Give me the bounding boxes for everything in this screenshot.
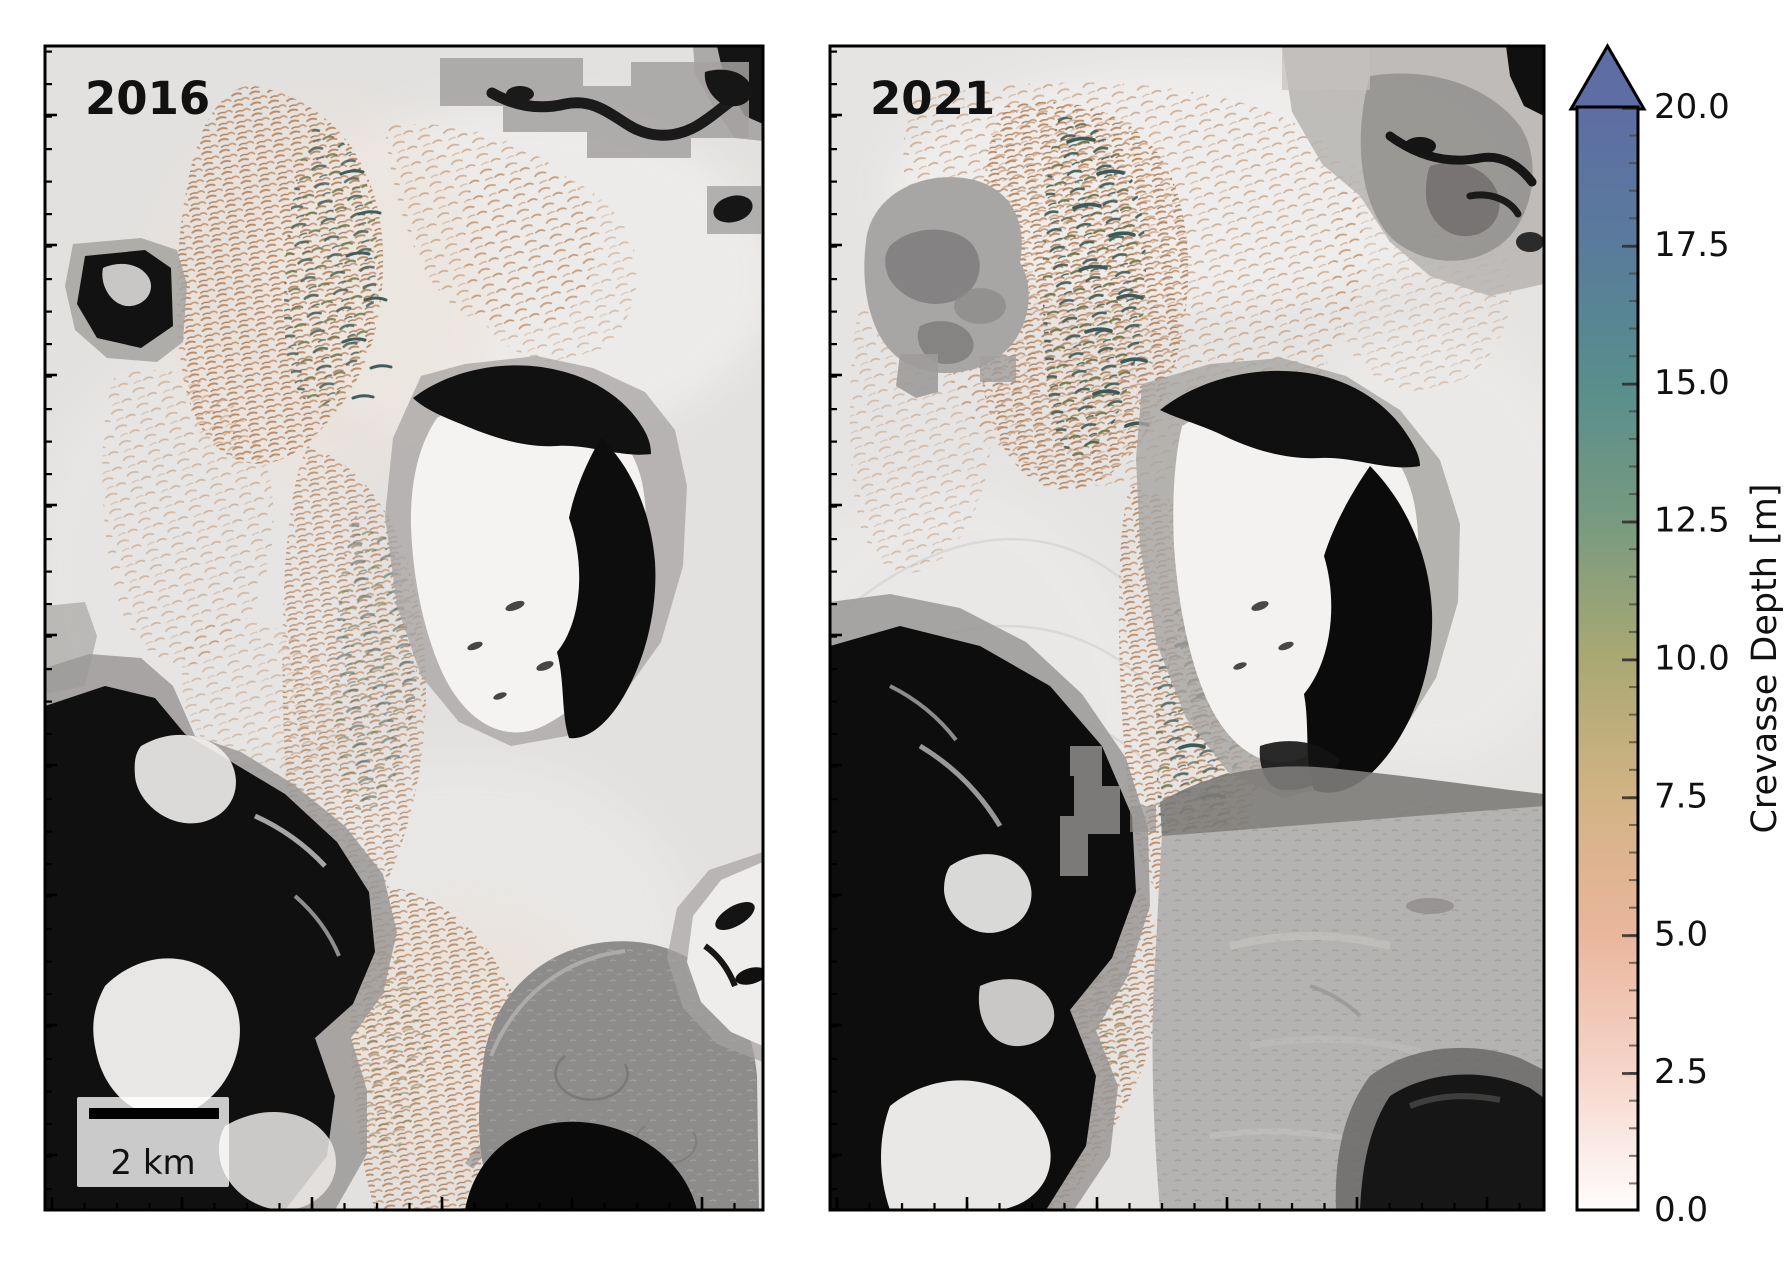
rock-flank [1304, 466, 1433, 793]
cloud-block [980, 356, 1016, 382]
crevasse-blob-deep [284, 126, 378, 406]
snow-patch [102, 263, 151, 307]
terrain-southwest-massif [45, 602, 397, 1210]
colorbar-tick-label: 10.0 [1654, 639, 1730, 679]
terrain-east-mountain [667, 852, 763, 1062]
rock-flank [557, 438, 656, 739]
terrain-snake-band [440, 58, 752, 158]
rock-ridge [1160, 370, 1420, 468]
axis-ticks-bottom-major [830, 1197, 1544, 1210]
colorbar-arrow-icon [1568, 43, 1647, 111]
terrain-south-rock [464, 1104, 697, 1210]
rock [704, 69, 752, 107]
mask-halo [464, 1104, 602, 1169]
fan-mark [1406, 898, 1454, 914]
snow-streak [253, 813, 327, 868]
axis-ticks-bottom-major [45, 1197, 763, 1210]
year-label-2016: 2016 [85, 72, 210, 125]
rock [506, 86, 534, 102]
axis-ticks-left-major [45, 46, 57, 1210]
terrain-central-nunatak [385, 356, 687, 746]
snow-patch [93, 958, 240, 1117]
mask-column [1060, 746, 1120, 876]
scalebar: 2 km [77, 1097, 229, 1187]
shade [1426, 162, 1500, 237]
rock [1466, 191, 1522, 218]
scalebar-label: 2 km [110, 1143, 195, 1183]
crevasse-blob [102, 369, 274, 665]
rock-highlight [1408, 1093, 1501, 1109]
year-label-2021: 2021 [870, 72, 995, 125]
snow-patch [978, 979, 1055, 1047]
colorbar-tick-label: 20.0 [1654, 87, 1730, 127]
mask-block [1130, 806, 1156, 832]
snow-patch [881, 1080, 1051, 1210]
colorbar: 20.0 17.5 15.0 12.5 10.0 7.5 5.0 2.5 0.0… [1568, 43, 1785, 1230]
fan-streak [1229, 932, 1391, 950]
rock [735, 967, 763, 985]
terrain-cloud [864, 177, 1029, 398]
rock-speckles [1233, 601, 1294, 670]
colorbar-ticks-major [1622, 107, 1638, 1210]
map-image-2016: 2 km [45, 46, 763, 1210]
rock [713, 195, 753, 223]
colorbar-tick-label: 2.5 [1654, 1052, 1708, 1092]
mask-block [1282, 46, 1370, 90]
rock [465, 1121, 697, 1210]
crater-arc [554, 1055, 629, 1101]
snow-streak [918, 743, 1003, 828]
rock-speckles [467, 600, 554, 700]
colorbar-tick-label: 5.0 [1654, 914, 1708, 954]
crevasse-blob [464, 164, 637, 362]
map-panel-2021: 2021 [828, 44, 1546, 1212]
cloud-shadow [954, 288, 1006, 324]
map-panel-2016: 2 km 2016 [43, 44, 765, 1212]
terrain-small-blob-east [707, 186, 761, 234]
colorbar-tick-label: 0.0 [1654, 1190, 1708, 1230]
snow-patch [944, 854, 1032, 933]
snow-streak [293, 894, 341, 957]
terrain-west-nunatak [65, 238, 187, 362]
fan-mark [1309, 984, 1362, 1018]
colorbar-tick-label: 12.5 [1654, 501, 1730, 541]
crevasse-blob-deep [1042, 116, 1146, 459]
colorbar-title: Crevasse Depth [m] [1745, 483, 1785, 833]
rock-ridge [413, 365, 651, 455]
terrain-central-nunatak [1136, 358, 1460, 798]
axis-ticks-left-major [830, 46, 842, 1210]
rock [1516, 232, 1544, 252]
rock-ridge [486, 87, 741, 141]
snow-streak [889, 684, 958, 742]
rock [715, 902, 755, 930]
rock-ridge [703, 943, 738, 988]
colorbar-tick-labels: 20.0 17.5 15.0 12.5 10.0 7.5 5.0 2.5 0.0 [1654, 87, 1730, 1230]
terrain-corner-mountain [1335, 1047, 1544, 1210]
terrain-top-right-shaded [1282, 46, 1544, 296]
rock [1404, 137, 1436, 155]
panel-frame [43, 44, 765, 1212]
crevasse-blob [181, 619, 341, 778]
deep-crevasse-strokes [339, 169, 393, 400]
panel-frame [828, 44, 1546, 1212]
colorbar-tick-label: 17.5 [1654, 225, 1730, 265]
rock [1360, 1074, 1544, 1210]
fan-streak [1249, 1035, 1421, 1056]
cloud-shadow [917, 321, 974, 364]
scalebar-bar [89, 1108, 219, 1119]
cloud-block [896, 354, 938, 398]
moraine-rim [489, 949, 626, 1057]
map-image-2021 [830, 46, 1544, 1210]
cloud-shadow [885, 229, 980, 304]
colorbar-tick-label: 15.0 [1654, 363, 1730, 403]
snow-patch [134, 734, 236, 824]
colorbar-frame [1575, 105, 1640, 1212]
rock [1506, 46, 1544, 116]
scalebar-box [77, 1097, 229, 1187]
snow-patch [218, 1112, 336, 1210]
colorbar-tick-label: 7.5 [1654, 776, 1708, 816]
